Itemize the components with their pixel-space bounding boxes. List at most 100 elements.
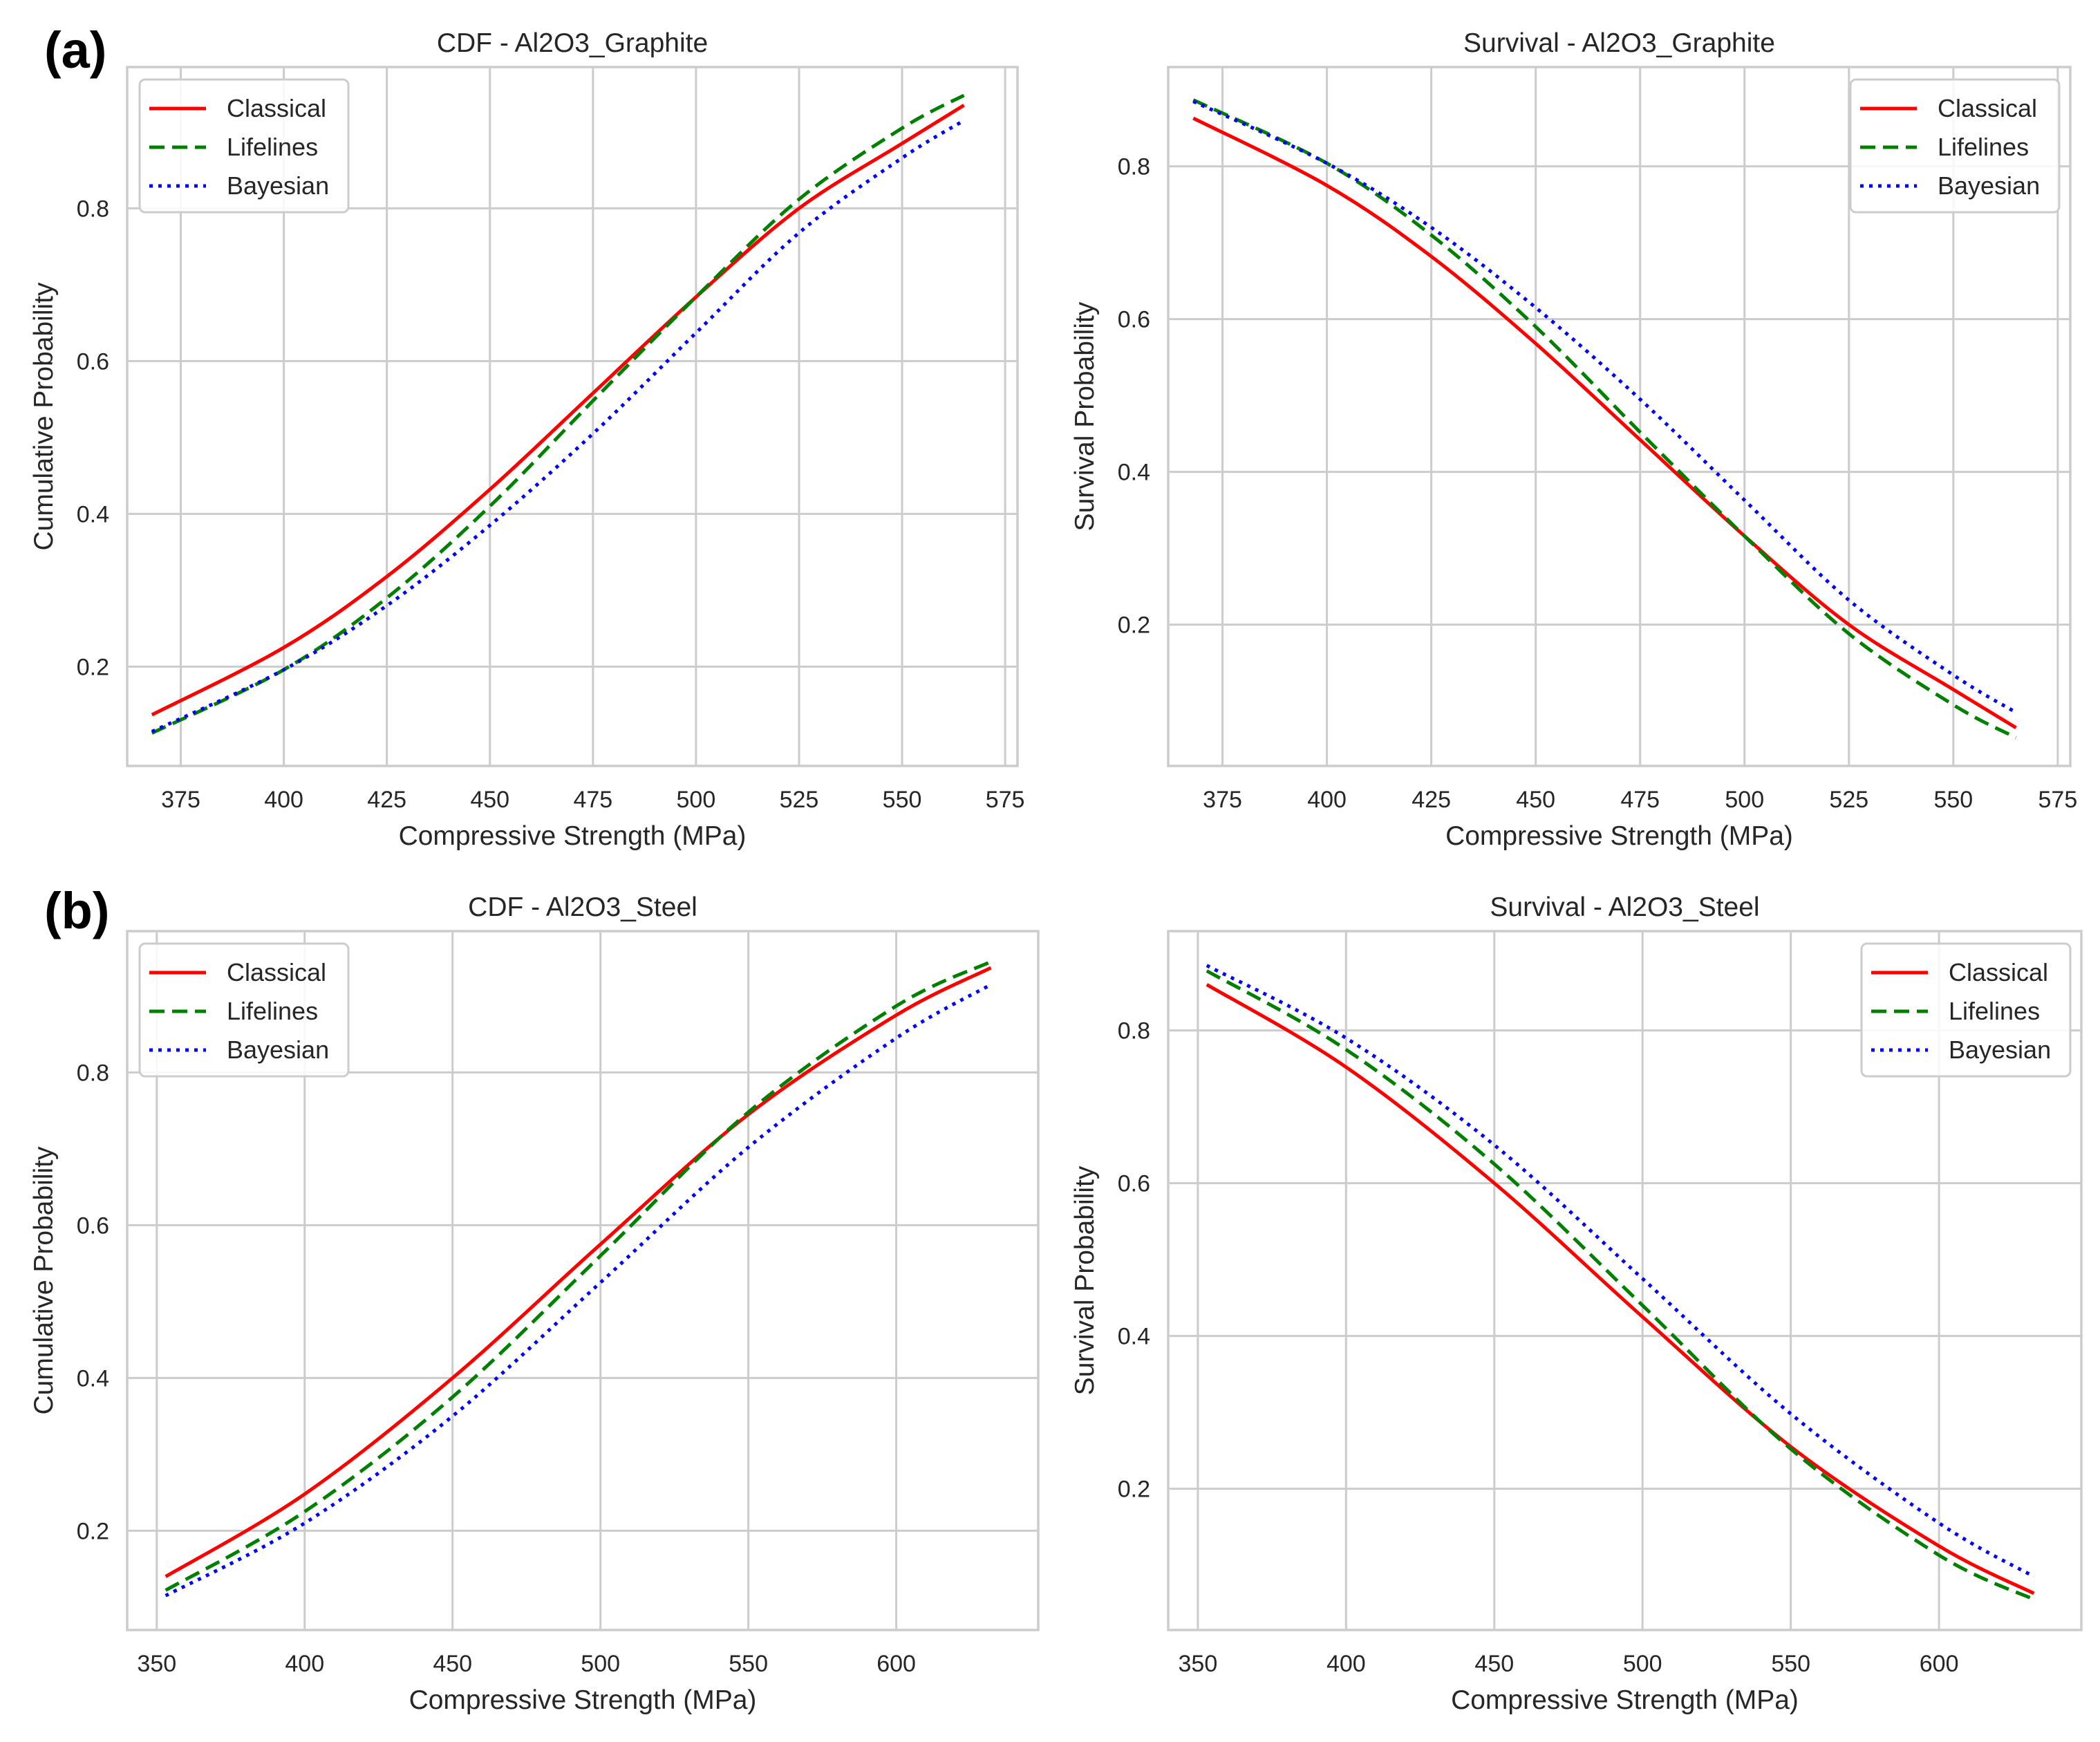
y-tick-label: 0.8 (1118, 1018, 1150, 1045)
x-tick-label: 475 (573, 787, 612, 813)
y-tick-label: 0.8 (1118, 154, 1150, 180)
legend-label-bayesian: Bayesian (1949, 1036, 2051, 1064)
y-tick-label: 0.6 (77, 348, 109, 375)
x-tick-label: 375 (161, 787, 200, 813)
x-tick-label: 375 (1203, 787, 1242, 813)
series-line-lifelines (1192, 98, 2017, 740)
plot-frame (126, 930, 1040, 1631)
legend-label-lifelines: Lifelines (1938, 133, 2029, 161)
survival-graphite-chart: 375 400 425 450 475 500 525 550 575 0.2 0.4 0.6 0.8 S… (1070, 28, 2078, 851)
x-tick-label: 550 (729, 1651, 768, 1677)
y-tick-label: 0.2 (77, 1518, 109, 1544)
series-line-classical (1206, 983, 2035, 1595)
legend-label-classical: Classical (227, 94, 326, 122)
series-line-classical (151, 104, 965, 717)
x-tick-label: 450 (1516, 787, 1555, 813)
x-tick-label: 400 (1326, 1651, 1366, 1677)
x-axis-label: Compressive Strength (MPa) (1445, 821, 1793, 851)
y-tick-label: 0.4 (1118, 460, 1150, 486)
y-tick-label: 0.6 (77, 1212, 109, 1239)
x-tick-label: 500 (677, 787, 716, 813)
x-tick-label: 550 (883, 787, 922, 813)
y-tick-label: 0.4 (1118, 1324, 1150, 1350)
x-tick-label: 525 (1829, 787, 1868, 813)
y-tick-label: 0.6 (1118, 1171, 1150, 1197)
x-tick-label: 500 (581, 1651, 620, 1677)
legend-box (1849, 78, 2061, 214)
series-line-bayesian (151, 119, 965, 733)
y-tick-label: 0.4 (77, 501, 109, 527)
y-tick-label: 0.8 (77, 1060, 109, 1086)
y-tick-label: 0.6 (1118, 307, 1150, 333)
y-axis-label: Cumulative Probability (29, 1146, 59, 1415)
legend: Classical Lifelines Bayesian (1849, 78, 2061, 214)
series-line-bayesian (1206, 964, 2035, 1578)
plot-frame (1167, 66, 2072, 767)
legend: Classical Lifelines Bayesian (1860, 942, 2072, 1078)
x-axis-label: Compressive Strength (MPa) (1451, 1685, 1799, 1715)
x-tick-label: 400 (1307, 787, 1347, 813)
series-line-lifelines (165, 959, 992, 1592)
x-tick-label: 500 (1623, 1651, 1662, 1677)
plot-frame (126, 66, 1019, 767)
survival-steel-chart: 350 400 450 500 550 600 0.2 0.4 0.6 0.8 Survival -… (1070, 892, 2083, 1715)
x-tick-label: 600 (1920, 1651, 1959, 1677)
legend-box (1860, 942, 2072, 1078)
legend: Classical Lifelines Bayesian (138, 942, 350, 1078)
panel-label-a: (a) (44, 21, 107, 79)
x-tick-label: 575 (2038, 787, 2078, 813)
x-tick-label: 475 (1620, 787, 1660, 813)
legend-label-lifelines: Lifelines (227, 997, 318, 1025)
x-tick-label: 350 (137, 1651, 176, 1677)
legend-label-bayesian: Bayesian (1938, 171, 2040, 200)
series-line-lifelines (1206, 969, 2035, 1602)
x-tick-label: 550 (1933, 787, 1973, 813)
x-tick-label: 450 (433, 1651, 472, 1677)
y-axis-label: Survival Probability (1070, 301, 1100, 531)
legend-box (138, 78, 350, 214)
y-tick-label: 0.4 (77, 1365, 109, 1392)
chart-title: Survival - Al2O3_Graphite (1463, 28, 1775, 58)
series-line-lifelines (151, 93, 965, 735)
y-tick-label: 0.2 (1118, 612, 1150, 639)
y-axis-label: Survival Probability (1070, 1165, 1100, 1395)
x-tick-label: 600 (876, 1651, 916, 1677)
panel-label-b: (b) (44, 882, 110, 939)
legend-label-classical: Classical (1938, 94, 2037, 122)
x-axis-label: Compressive Strength (MPa) (399, 821, 747, 851)
legend-box (138, 942, 350, 1078)
y-tick-label: 0.2 (77, 654, 109, 680)
series-line-bayesian (165, 983, 992, 1598)
legend-label-lifelines: Lifelines (227, 133, 318, 161)
legend-label-lifelines: Lifelines (1949, 997, 2040, 1025)
x-tick-label: 550 (1771, 1651, 1810, 1677)
cdf-graphite-chart: 375 400 425 450 475 500 525 550 575 0.2 0.4 0.6 0.8 C… (29, 28, 1025, 851)
x-tick-label: 425 (1412, 787, 1451, 813)
x-tick-label: 450 (1474, 1651, 1514, 1677)
x-tick-label: 425 (367, 787, 406, 813)
chart-title: Survival - Al2O3_Steel (1490, 892, 1759, 922)
x-tick-label: 400 (285, 1651, 324, 1677)
y-tick-label: 0.8 (77, 196, 109, 222)
x-axis-label: Compressive Strength (MPa) (409, 1685, 757, 1715)
x-tick-label: 525 (780, 787, 819, 813)
x-tick-label: 400 (264, 787, 303, 813)
y-tick-label: 0.2 (1118, 1477, 1150, 1503)
legend-label-classical: Classical (1949, 958, 2048, 986)
series-line-classical (165, 966, 992, 1578)
chart-title: CDF - Al2O3_Graphite (437, 28, 708, 58)
x-tick-label: 450 (470, 787, 509, 813)
legend: Classical Lifelines Bayesian (138, 78, 350, 214)
x-tick-label: 575 (986, 787, 1025, 813)
x-tick-label: 500 (1725, 787, 1764, 813)
cdf-steel-chart: 350 400 450 500 550 600 0.2 0.4 0.6 0.8 CDF - Al2O… (29, 892, 1040, 1715)
x-tick-label: 350 (1179, 1651, 1218, 1677)
legend-label-bayesian: Bayesian (227, 1036, 329, 1064)
legend-label-bayesian: Bayesian (227, 171, 329, 200)
y-axis-label: Cumulative Probability (29, 282, 59, 551)
chart-title: CDF - Al2O3_Steel (468, 892, 697, 922)
series-line-classical (1192, 116, 2017, 729)
legend-label-classical: Classical (227, 958, 326, 986)
plot-frame (1167, 930, 2083, 1631)
